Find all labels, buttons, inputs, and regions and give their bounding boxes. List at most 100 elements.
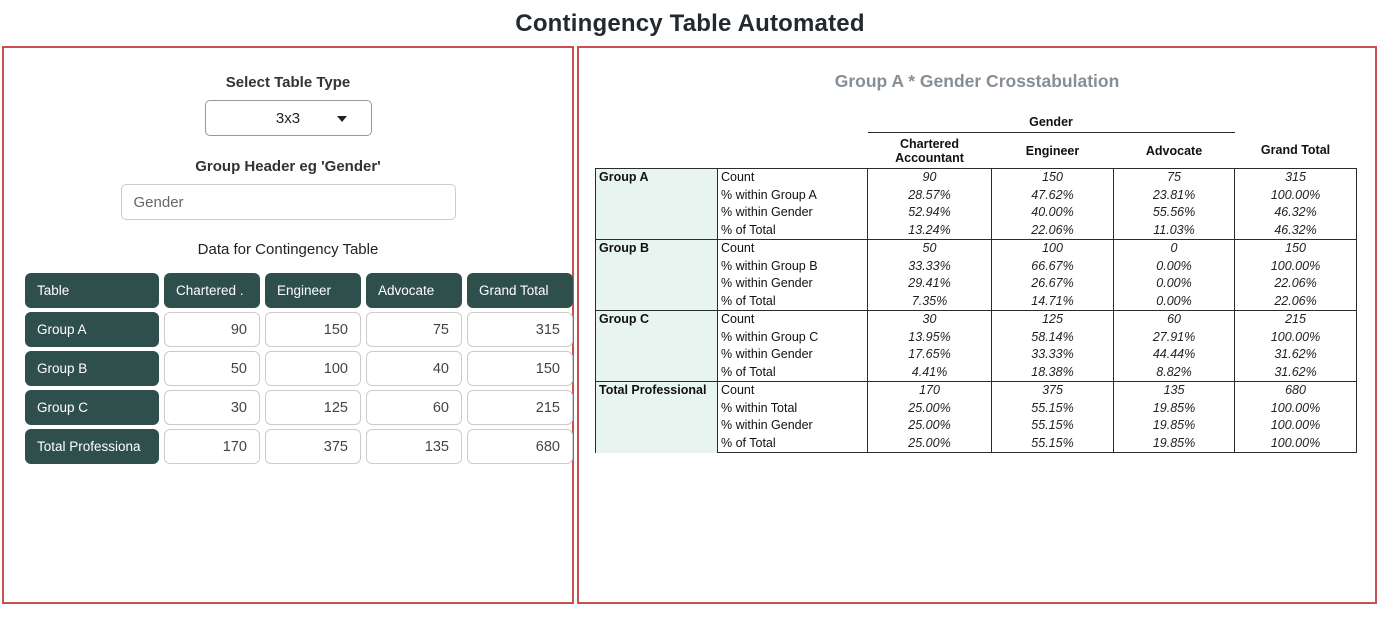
crosstab-value: 13.24%	[867, 221, 992, 240]
grid-cell-input[interactable]	[366, 351, 462, 386]
crosstab-value: 26.67%	[991, 275, 1114, 293]
grid-header-chartered[interactable]: Chartered .	[164, 273, 260, 308]
crosstab-value: 100.00%	[1234, 257, 1358, 275]
crosstab-stat-label: % within Group C	[717, 328, 868, 346]
crosstab-value: 33.33%	[991, 346, 1114, 364]
crosstab-value: 680	[1234, 381, 1358, 400]
crosstab-value: 100.00%	[1234, 328, 1358, 346]
crosstab-value: 19.85%	[1112, 434, 1235, 453]
group-header-input[interactable]	[120, 184, 456, 220]
crosstab-stat-label: % within Gender	[717, 346, 868, 364]
crosstab-value: 170	[867, 381, 992, 400]
crosstab-col-header-grand-total: Grand Total	[1260, 143, 1331, 158]
crosstab-row-header: Total Professional	[595, 381, 718, 453]
crosstab-stat-label: Count	[717, 168, 868, 187]
grid-cell-input[interactable]	[164, 390, 260, 425]
crosstab-value: 14.71%	[991, 292, 1114, 311]
page-title: Contingency Table Automated	[515, 10, 865, 37]
crosstab-value: 100	[991, 239, 1114, 258]
grid-header-table[interactable]: Table	[25, 273, 159, 308]
crosstab-value: 31.62%	[1234, 346, 1358, 364]
crosstab-value: 29.41%	[867, 275, 992, 293]
grid-cell-input[interactable]	[164, 312, 260, 347]
crosstab-stat-label: Count	[717, 310, 868, 329]
crosstab-value: 25.00%	[867, 434, 992, 453]
crosstab-row-header: Group A	[595, 168, 718, 240]
crosstab-value: 100.00%	[1234, 186, 1358, 204]
crosstab-value: 40.00%	[991, 204, 1114, 222]
data-grid: Table Chartered . Engineer Advocate Grand To…	[25, 273, 573, 464]
crosstab-table: Gender Chartered Accountant Engineer Adv…	[595, 113, 1358, 453]
crosstab-value: 25.00%	[867, 417, 992, 435]
crosstab-value: 7.35%	[867, 292, 992, 311]
grid-cell-input[interactable]	[366, 312, 462, 347]
grid-cell-input[interactable]	[366, 429, 462, 464]
crosstab-value: 100.00%	[1234, 434, 1358, 453]
crosstab-value: 315	[1234, 168, 1358, 187]
crosstab-value: 27.91%	[1112, 328, 1235, 346]
crosstab-stat-label: % of Total	[717, 221, 868, 240]
crosstab-value: 0.00%	[1112, 257, 1235, 275]
crosstab-col-header-advocate: Advocate	[1145, 143, 1203, 158]
grid-cell-input[interactable]	[467, 390, 573, 425]
crosstab-value: 58.14%	[991, 328, 1114, 346]
grid-row-label-total-professiona[interactable]: Total Professiona	[25, 429, 159, 464]
table-type-selected-value: 3x3	[275, 109, 301, 127]
grid-header-engineer[interactable]: Engineer	[265, 273, 361, 308]
group-header-label: Group Header eg 'Gender'	[195, 158, 381, 175]
crosstab-value: 18.38%	[991, 363, 1114, 382]
crosstab-value: 52.94%	[867, 204, 992, 222]
grid-row-label-group-a[interactable]: Group A	[25, 312, 159, 347]
crosstab-value: 0.00%	[1112, 292, 1235, 311]
output-panel: Group A * Gender Crosstabulation Gender …	[577, 46, 1377, 604]
crosstab-value: 60	[1112, 310, 1235, 329]
crosstab-value: 215	[1234, 310, 1358, 329]
crosstab-value: 19.85%	[1112, 417, 1235, 435]
grid-header-advocate[interactable]: Advocate	[366, 273, 462, 308]
crosstab-value: 55.15%	[991, 417, 1114, 435]
grid-cell-input[interactable]	[366, 390, 462, 425]
crosstab-title: Group A * Gender Crosstabulation	[834, 71, 1120, 91]
input-panel: Select Table Type 3x3 Group Header eg 'G…	[2, 46, 574, 604]
crosstab-stat-label: % within Total	[717, 399, 868, 417]
chevron-down-icon	[336, 116, 347, 122]
crosstab-stat-label: Count	[717, 381, 868, 400]
crosstab-span-header: Gender	[867, 113, 1235, 133]
grid-row-label-group-c[interactable]: Group C	[25, 390, 159, 425]
grid-cell-input[interactable]	[265, 429, 361, 464]
crosstab-value: 46.32%	[1234, 221, 1358, 240]
crosstab-stat-label: % of Total	[717, 292, 868, 311]
crosstab-col-header-engineer: Engineer	[1025, 143, 1080, 158]
crosstab-value: 75	[1112, 168, 1235, 187]
grid-cell-input[interactable]	[467, 429, 573, 464]
crosstab-value: 375	[991, 381, 1114, 400]
crosstab-stat-label: % within Gender	[717, 275, 868, 293]
crosstab-value: 25.00%	[867, 399, 992, 417]
crosstab-value: 13.95%	[867, 328, 992, 346]
crosstab-value: 31.62%	[1234, 363, 1358, 382]
crosstab-value: 30	[867, 310, 992, 329]
crosstab-value: 125	[991, 310, 1114, 329]
table-type-select[interactable]: 3x3	[204, 100, 372, 136]
crosstab-body: Group A Count 90 150 75 315% within Group A 28…	[595, 168, 1358, 453]
crosstab-value: 33.33%	[867, 257, 992, 275]
crosstab-value: 19.85%	[1112, 399, 1235, 417]
crosstab-value: 46.32%	[1234, 204, 1358, 222]
grid-header-grand-total[interactable]: Grand Total	[467, 273, 573, 308]
crosstab-value: 47.62%	[991, 186, 1114, 204]
grid-cell-input[interactable]	[265, 351, 361, 386]
crosstab-stat-label: Count	[717, 239, 868, 258]
crosstab-row-header: Group C	[595, 310, 718, 382]
crosstab-value: 22.06%	[991, 221, 1114, 240]
grid-cell-input[interactable]	[164, 429, 260, 464]
crosstab-value: 55.15%	[991, 399, 1114, 417]
crosstab-value: 55.15%	[991, 434, 1114, 453]
grid-cell-input[interactable]	[467, 351, 573, 386]
grid-cell-input[interactable]	[265, 312, 361, 347]
grid-cell-input[interactable]	[164, 351, 260, 386]
crosstab-value: 0.00%	[1112, 275, 1235, 293]
crosstab-value: 66.67%	[991, 257, 1114, 275]
grid-row-label-group-b[interactable]: Group B	[25, 351, 159, 386]
grid-cell-input[interactable]	[265, 390, 361, 425]
grid-cell-input[interactable]	[467, 312, 573, 347]
